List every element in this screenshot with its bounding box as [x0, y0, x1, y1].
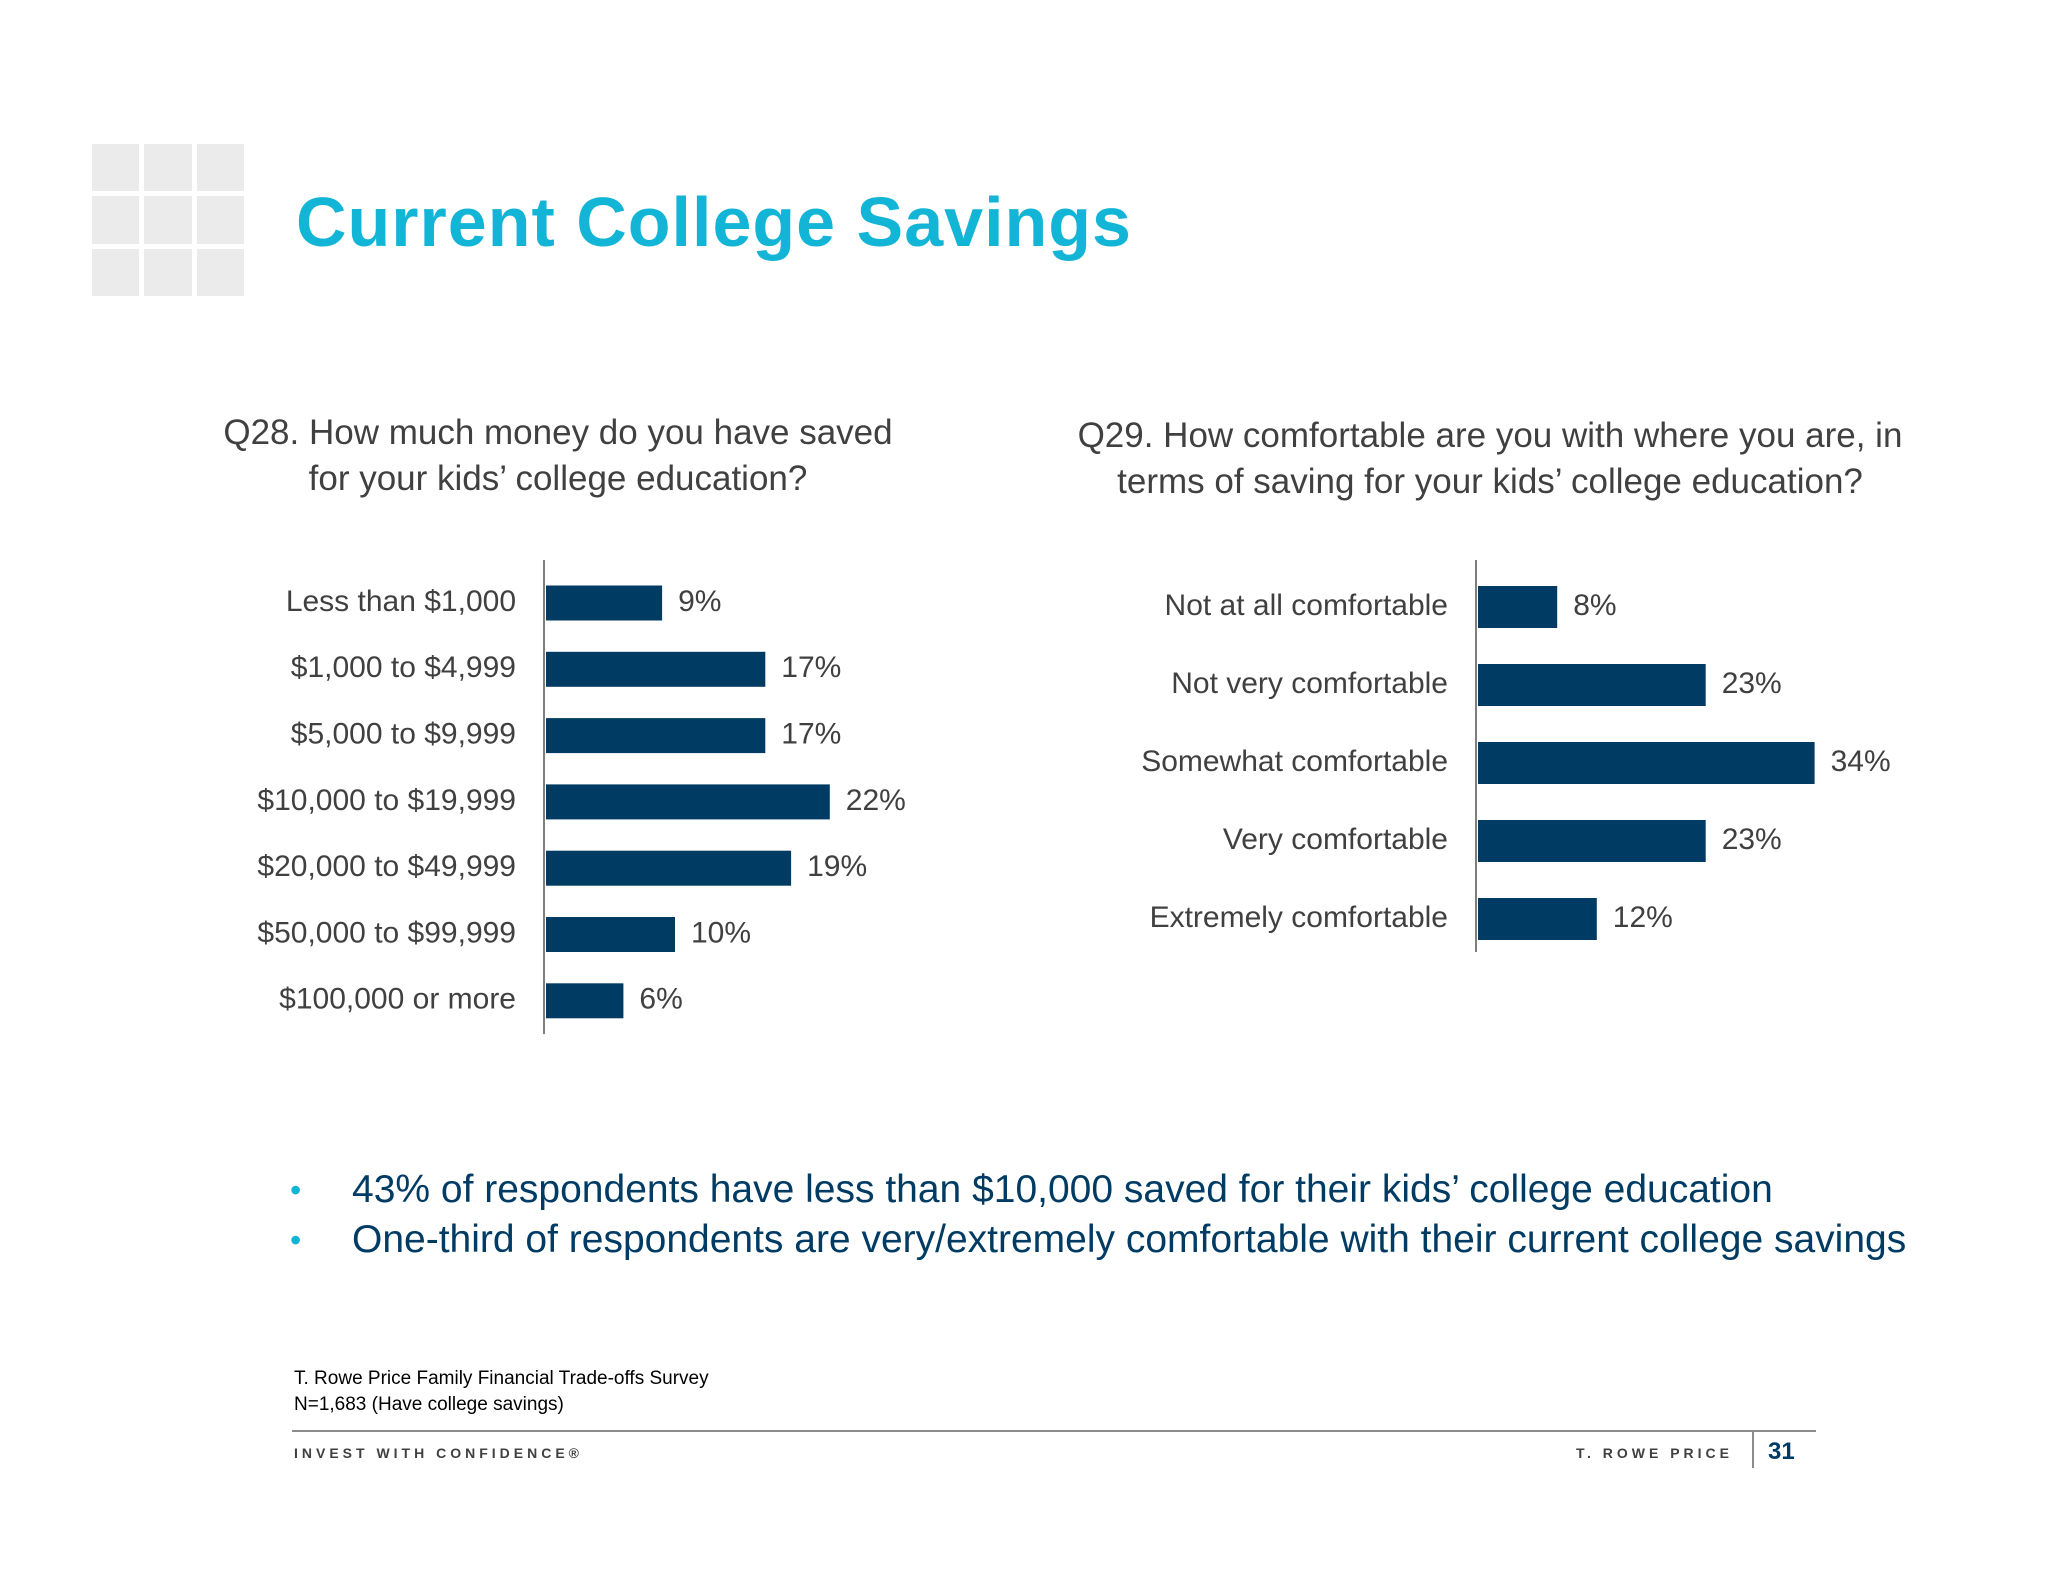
bar	[1478, 742, 1815, 784]
bar	[546, 983, 624, 1019]
bullet-dot: •	[290, 1222, 302, 1258]
page-number: 31	[1768, 1438, 1795, 1465]
bar	[546, 850, 792, 886]
page-title: Current College Savings	[296, 183, 1132, 261]
category-label: Not at all comfortable	[1165, 589, 1448, 622]
source-sample: N=1,683 (Have college savings)	[294, 1394, 564, 1415]
data-label: 17%	[781, 651, 841, 684]
category-label: Somewhat comfortable	[1141, 745, 1448, 778]
logo-grid	[92, 144, 244, 296]
finding-text: One-third of respondents are very/extrem…	[352, 1218, 1907, 1261]
comfort-level-chart: Not at all comfortable 8% Not very comfort…	[1141, 560, 1891, 952]
data-label: 10%	[691, 916, 751, 949]
finding-item: • 43% of respondents have less than $10,…	[290, 1165, 1910, 1215]
bar	[546, 784, 830, 820]
footer-divider	[1752, 1432, 1754, 1468]
footer-tagline: INVEST WITH CONFIDENCE®	[294, 1445, 583, 1461]
source-survey: T. Rowe Price Family Financial Trade-off…	[294, 1368, 709, 1389]
bar	[546, 585, 663, 621]
category-label: Not very comfortable	[1171, 667, 1448, 700]
data-label: 22%	[846, 784, 906, 817]
data-label: 9%	[678, 585, 721, 618]
finding-item: • One-third of respondents are very/extr…	[290, 1215, 1910, 1265]
category-label: Extremely comfortable	[1150, 901, 1448, 934]
data-label: 23%	[1722, 667, 1782, 700]
savings-amount-chart: Less than $1,000 9% $1,000 to $4,999 17% $5,…	[257, 560, 906, 1035]
category-label: $20,000 to $49,999	[257, 850, 516, 883]
data-label: 34%	[1831, 745, 1891, 778]
category-label: $1,000 to $4,999	[291, 651, 516, 684]
data-label: 17%	[781, 718, 841, 751]
bar	[1478, 664, 1706, 706]
data-label: 19%	[807, 850, 867, 883]
key-findings: • 43% of respondents have less than $10,…	[290, 1165, 1910, 1265]
data-label: 8%	[1573, 589, 1616, 622]
category-label: $5,000 to $9,999	[291, 718, 516, 751]
category-label: $100,000 or more	[279, 983, 516, 1016]
data-label: 12%	[1613, 901, 1673, 934]
footer-rule	[292, 1430, 1816, 1432]
chart-2-question: Q29. How comfortable are you with where …	[1077, 416, 1903, 501]
data-label: 23%	[1722, 823, 1782, 856]
bar	[1478, 898, 1597, 940]
footer-brand: T. ROWE PRICE	[1576, 1445, 1734, 1461]
category-label: Less than $1,000	[286, 585, 516, 618]
bar	[1478, 586, 1558, 628]
category-label: $10,000 to $19,999	[257, 784, 516, 817]
bar	[546, 917, 675, 952]
finding-text: 43% of respondents have less than $10,00…	[352, 1168, 1773, 1211]
bar	[546, 651, 766, 687]
bar	[546, 718, 766, 754]
category-label: $50,000 to $99,999	[257, 916, 516, 949]
bullet-dot: •	[290, 1172, 302, 1208]
category-label: Very comfortable	[1223, 823, 1448, 856]
bar	[1478, 820, 1706, 862]
chart-1-question: Q28. How much money do you have saved fo…	[223, 413, 893, 498]
data-label: 6%	[639, 983, 682, 1016]
source-note: T. Rowe Price Family Financial Trade-off…	[294, 1366, 709, 1418]
